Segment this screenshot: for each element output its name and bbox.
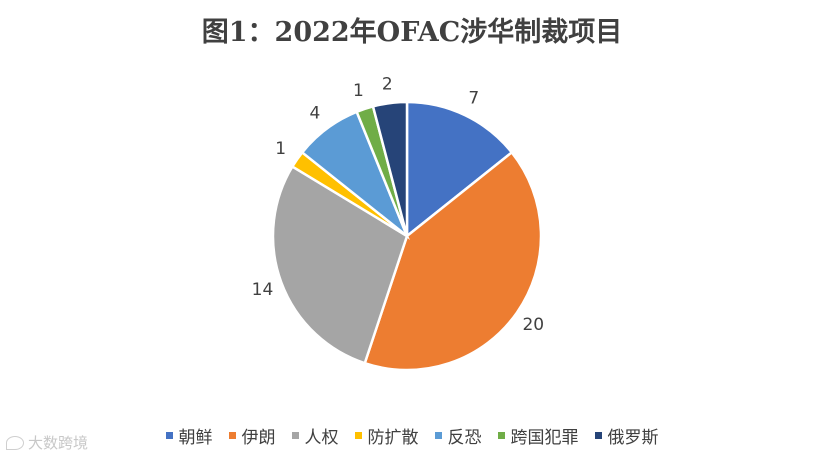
legend-label: 伊朗 xyxy=(241,428,276,448)
data-label-2: 20 xyxy=(522,315,544,335)
pie-slice-2 xyxy=(363,150,543,372)
logo-icon xyxy=(6,435,24,450)
legend-label: 俄罗斯 xyxy=(607,428,659,448)
legend-swatch xyxy=(434,432,442,439)
legend-item-1: 朝鲜 xyxy=(165,423,213,448)
legend-swatch xyxy=(497,432,505,439)
legend-item-5: 反恐 xyxy=(434,423,482,448)
legend-item-6: 跨国犯罪 xyxy=(497,423,579,448)
watermark: 大数跨境 xyxy=(6,432,88,453)
legend-swatch xyxy=(291,432,299,439)
pie-slice-7 xyxy=(371,100,409,237)
chart-legend: 朝鲜 伊朗 人权 防扩散 反恐 跨国犯罪 俄罗斯 xyxy=(0,423,824,448)
legend-swatch xyxy=(354,432,362,439)
data-label-6: 1 xyxy=(353,81,364,101)
legend-label: 跨国犯罪 xyxy=(510,428,579,448)
legend-label: 反恐 xyxy=(447,428,482,448)
legend-swatch xyxy=(228,432,236,439)
legend-label: 防扩散 xyxy=(367,428,419,448)
legend-label: 朝鲜 xyxy=(178,428,213,448)
data-label-4: 1 xyxy=(275,139,286,159)
legend-label: 人权 xyxy=(304,428,339,448)
data-label-5: 4 xyxy=(309,104,320,124)
legend-item-3: 人权 xyxy=(291,423,339,448)
pie-slices xyxy=(271,100,543,372)
legend-item-2: 伊朗 xyxy=(228,423,276,448)
legend-item-7: 俄罗斯 xyxy=(594,423,659,448)
watermark-text: 大数跨境 xyxy=(28,434,89,452)
data-label-3: 14 xyxy=(252,280,274,300)
legend-item-4: 防扩散 xyxy=(354,423,419,448)
pie-slice-3 xyxy=(271,164,409,365)
data-label-1: 7 xyxy=(468,88,479,108)
chart-title: 图1：2022年OFAC涉华制裁项目 xyxy=(201,17,623,48)
legend-swatch xyxy=(165,432,173,439)
legend-swatch xyxy=(594,432,602,439)
pie-slice-1 xyxy=(405,100,514,239)
data-label-7: 2 xyxy=(382,74,393,94)
